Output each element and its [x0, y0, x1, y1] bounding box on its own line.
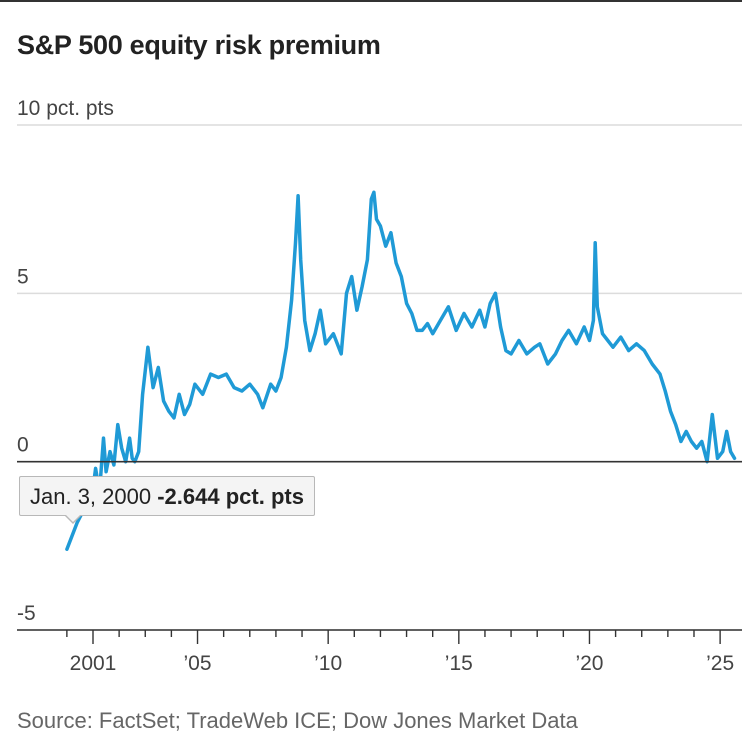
tooltip-arrow-inner: [65, 514, 81, 522]
x-tick-label: ’15: [445, 652, 473, 675]
x-tick-label: ’10: [314, 652, 342, 675]
tooltip: Jan. 3, 2000 -2.644 pct. pts: [19, 476, 315, 516]
source-note: Source: FactSet; TradeWeb ICE; Dow Jones…: [17, 708, 578, 733]
x-tick-label: ’05: [184, 652, 212, 675]
y-tick-label: -5: [17, 602, 36, 625]
y-tick-label: 0: [17, 434, 29, 457]
top-rule: [0, 0, 742, 2]
y-tick-label: 10 pct. pts: [17, 97, 114, 120]
x-tick-label: ’20: [575, 652, 603, 675]
chart-title: S&P 500 equity risk premium: [17, 30, 381, 60]
series-line: [65, 190, 737, 551]
x-tick-label: 2001: [70, 652, 117, 675]
y-tick-label: 5: [17, 265, 29, 288]
x-tick-label: ’25: [706, 652, 734, 675]
chart-plot: 10 pct. pts 5 0 -5 2001 ’05 ’10 ’15 ’20 ’25: [17, 97, 742, 675]
tooltip-value: -2.644 pct. pts: [157, 484, 304, 509]
tooltip-date: Jan. 3, 2000: [30, 484, 152, 509]
